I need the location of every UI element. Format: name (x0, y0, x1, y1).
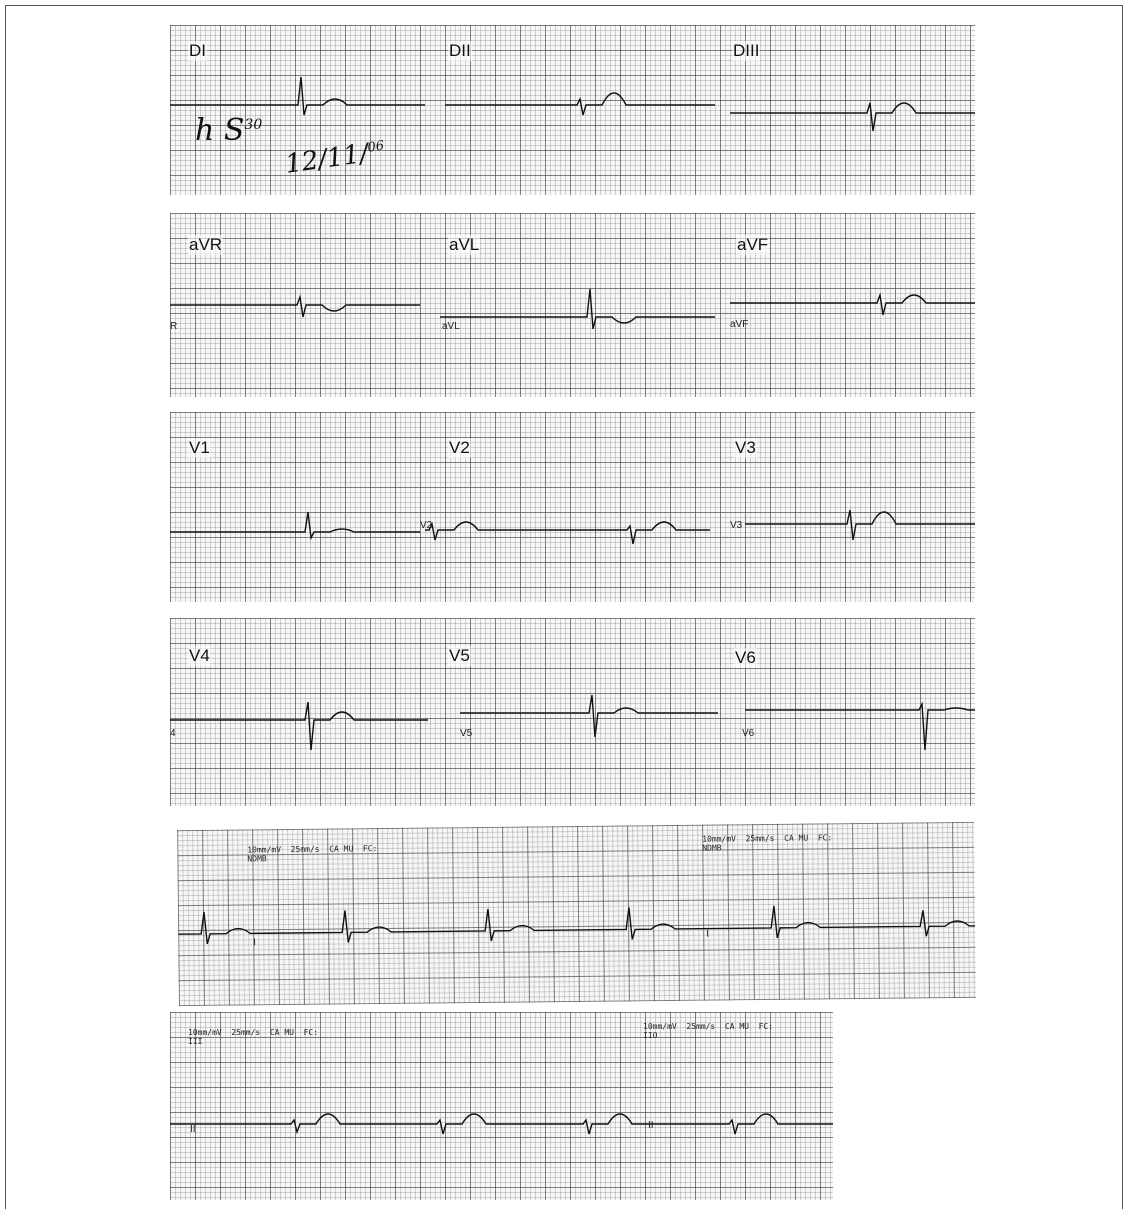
strip-sub: NDMB (247, 854, 266, 863)
ecg-trace (170, 512, 420, 538)
lead-mark: V2 (420, 520, 432, 531)
ecg-trace (460, 695, 718, 737)
strip-header: 10mm/mV 25mm/s CA MU FC: (702, 833, 832, 843)
lead-mark: aVL (442, 321, 460, 332)
ecg-trace (170, 77, 425, 115)
lead-mark: aVF (730, 319, 748, 330)
lead-label: V5 (448, 646, 471, 666)
rhythm-strip: 10mm/mV 25mm/s CA MU FC: III 10mm/mV 25m… (170, 1012, 833, 1200)
handwritten-time: h S30 (195, 113, 262, 148)
lead-label: aVR (188, 235, 223, 255)
trace-layer (170, 213, 975, 397)
date-sup: 06 (367, 138, 385, 155)
ecg-row: V4 V5 V6 4 V5 V6 (170, 618, 975, 806)
lead-mark: II (648, 1120, 654, 1131)
lead-label: V2 (448, 438, 471, 458)
lead-mark: II (190, 1124, 196, 1135)
page: DI DII DIII h S30 12/11/06 aVR aVL aVF R… (0, 0, 1130, 1209)
lead-mark: V6 (742, 728, 754, 739)
ecg-trace (745, 510, 975, 540)
ecg-trace (170, 297, 420, 317)
lead-label: aVF (736, 235, 769, 255)
lead-mark: R (170, 321, 177, 332)
time: h S (195, 113, 244, 148)
strip-sub: IIO (643, 1031, 657, 1040)
strip-sub: III (188, 1037, 202, 1046)
lead-label: V4 (188, 646, 211, 666)
ecg-trace (730, 103, 975, 131)
lead-mark: 4 (170, 728, 176, 739)
strip-header: 10mm/mV 25mm/s CA MU FC: (643, 1022, 773, 1031)
lead-label: aVL (448, 235, 480, 255)
ecg-row: aVR aVL aVF R aVL aVF (170, 213, 975, 397)
strip-header: 10mm/mV 25mm/s CA MU FC: (188, 1028, 318, 1037)
ecg-trace (445, 93, 715, 115)
ecg-trace (730, 295, 975, 315)
ecg-trace (170, 1114, 833, 1134)
lead-mark: I (706, 929, 709, 940)
lead-mark: I (253, 937, 256, 948)
time-sup: 30 (244, 117, 262, 133)
lead-label: V1 (188, 438, 211, 458)
ecg-trace (745, 704, 975, 750)
ecg-trace (178, 904, 975, 944)
rhythm-strip: 10mm/mV 25mm/s CA MU FC: NDMB 10mm/mV 25… (177, 822, 976, 1006)
lead-label: V6 (734, 648, 757, 668)
lead-mark: V5 (460, 728, 472, 739)
ecg-trace (425, 522, 710, 544)
ecg-row: V1 V2 V3 V2 V3 (170, 412, 975, 602)
lead-label: DI (188, 41, 207, 61)
strip-header: 10mm/mV 25mm/s CA MU FC: (247, 844, 377, 854)
lead-label: V3 (734, 438, 757, 458)
ecg-trace (170, 702, 428, 750)
lead-label: DII (448, 41, 472, 61)
trace-layer (170, 1012, 833, 1200)
strip-sub: NDMB (702, 843, 721, 852)
trace-layer (170, 412, 975, 602)
lead-mark: V3 (730, 520, 742, 531)
trace-layer (170, 618, 975, 806)
ecg-trace (440, 289, 715, 329)
ecg-row: DI DII DIII h S30 12/11/06 (170, 25, 975, 195)
lead-label: DIII (732, 41, 760, 61)
